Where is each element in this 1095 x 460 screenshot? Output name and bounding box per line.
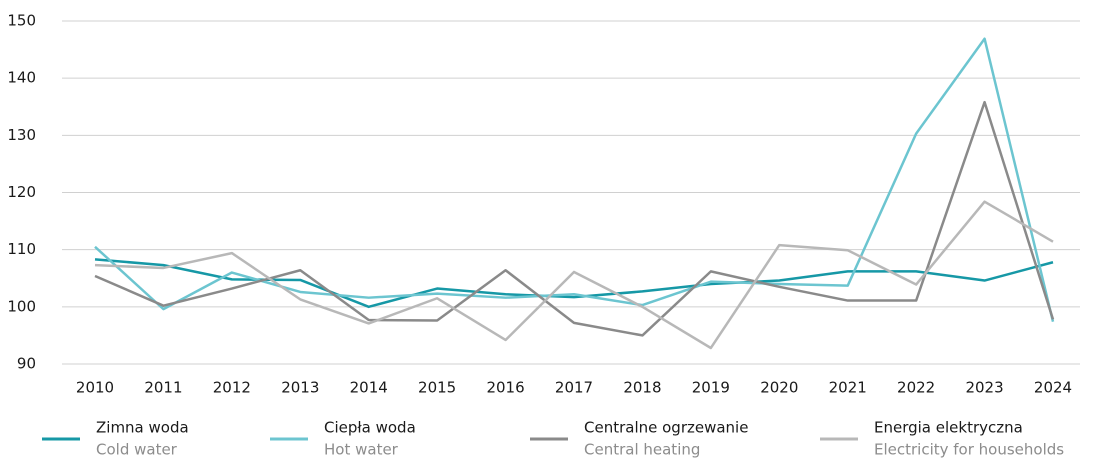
- legend-label: Energia elektryczna: [874, 419, 1023, 437]
- x-tick-label: 2024: [1034, 379, 1072, 397]
- legend-label-en: Electricity for households: [874, 441, 1064, 459]
- y-tick-label: 90: [17, 355, 36, 373]
- legend-label-en: Hot water: [324, 441, 399, 459]
- y-tick-label: 120: [7, 183, 36, 201]
- y-tick-label: 150: [7, 12, 36, 30]
- x-tick-label: 2014: [350, 379, 388, 397]
- legend-label: Centralne ogrzewanie: [584, 419, 748, 437]
- x-tick-label: 2011: [144, 379, 182, 397]
- series-line: [94, 37, 1055, 322]
- x-tick-label: 2012: [213, 379, 251, 397]
- x-tick-label: 2020: [760, 379, 798, 397]
- legend-label-en: Cold water: [96, 441, 178, 459]
- series-line: [94, 100, 1055, 337]
- legend-label: Ciepła woda: [324, 419, 416, 437]
- x-tick-label: 2022: [897, 379, 935, 397]
- x-tick-label: 2018: [623, 379, 661, 397]
- x-tick-label: 2015: [418, 379, 456, 397]
- y-tick-label: 130: [7, 126, 36, 144]
- x-tick-label: 2016: [486, 379, 524, 397]
- legend-label: Zimna woda: [96, 419, 189, 437]
- x-tick-label: 2017: [555, 379, 593, 397]
- x-tick-label: 2019: [692, 379, 730, 397]
- y-tick-label: 100: [7, 297, 36, 315]
- x-tick-label: 2023: [965, 379, 1003, 397]
- series-line: [94, 200, 1054, 350]
- y-tick-label: 140: [7, 69, 36, 87]
- y-tick-label: 110: [7, 240, 36, 258]
- x-tick-label: 2010: [76, 379, 114, 397]
- x-tick-label: 2021: [829, 379, 867, 397]
- legend-label-en: Central heating: [584, 441, 700, 459]
- x-tick-label: 2013: [281, 379, 319, 397]
